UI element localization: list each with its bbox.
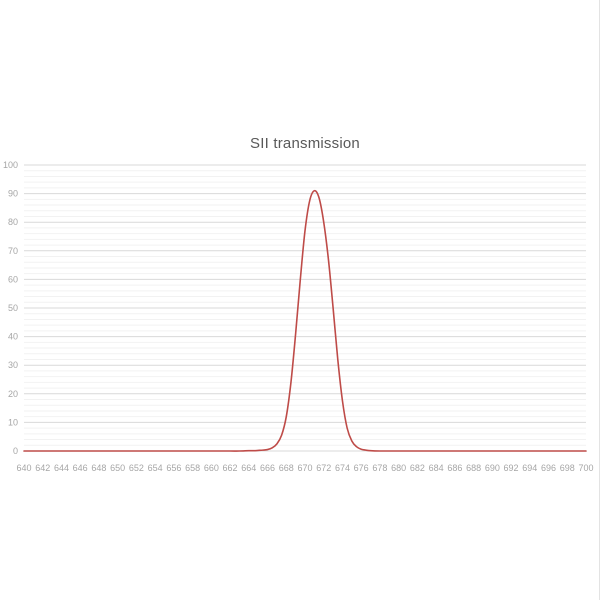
x-tick-label: 658	[185, 463, 200, 473]
x-tick-label: 650	[110, 463, 125, 473]
x-tick-label: 666	[260, 463, 275, 473]
x-tick-label: 642	[35, 463, 50, 473]
y-tick-label: 0	[13, 446, 18, 456]
chart-title: SII transmission	[250, 135, 360, 152]
y-tick-label: 60	[8, 274, 18, 284]
y-tick-label: 80	[8, 217, 18, 227]
x-tick-label: 684	[429, 463, 444, 473]
x-tick-label: 694	[522, 463, 537, 473]
y-tick-label: 10	[8, 417, 18, 427]
x-tick-label: 674	[335, 463, 350, 473]
x-tick-label: 646	[73, 463, 88, 473]
x-tick-label: 672	[316, 463, 331, 473]
x-tick-label: 688	[466, 463, 481, 473]
y-tick-label: 20	[8, 389, 18, 399]
x-tick-label: 656	[166, 463, 181, 473]
x-tick-label: 670	[297, 463, 312, 473]
x-tick-label: 654	[148, 463, 163, 473]
x-tick-label: 678	[372, 463, 387, 473]
x-tick-label: 692	[504, 463, 519, 473]
x-tick-label: 690	[485, 463, 500, 473]
x-tick-label: 680	[391, 463, 406, 473]
x-tick-label: 648	[91, 463, 106, 473]
x-tick-label: 652	[129, 463, 144, 473]
x-tick-label: 668	[279, 463, 294, 473]
y-tick-label: 70	[8, 246, 18, 256]
y-tick-label: 40	[8, 332, 18, 342]
x-tick-label: 644	[54, 463, 69, 473]
y-tick-label: 30	[8, 360, 18, 370]
x-tick-label: 696	[541, 463, 556, 473]
y-tick-label: 100	[3, 160, 18, 170]
x-tick-label: 662	[223, 463, 238, 473]
y-tick-label: 50	[8, 303, 18, 313]
x-tick-label: 686	[447, 463, 462, 473]
x-tick-label: 660	[204, 463, 219, 473]
x-tick-label: 664	[241, 463, 256, 473]
x-tick-label: 640	[16, 463, 31, 473]
x-tick-label: 682	[410, 463, 425, 473]
x-tick-label: 698	[560, 463, 575, 473]
y-tick-label: 90	[8, 189, 18, 199]
x-tick-label: 676	[354, 463, 369, 473]
transmission-curve	[23, 189, 587, 452]
x-tick-label: 700	[578, 463, 593, 473]
